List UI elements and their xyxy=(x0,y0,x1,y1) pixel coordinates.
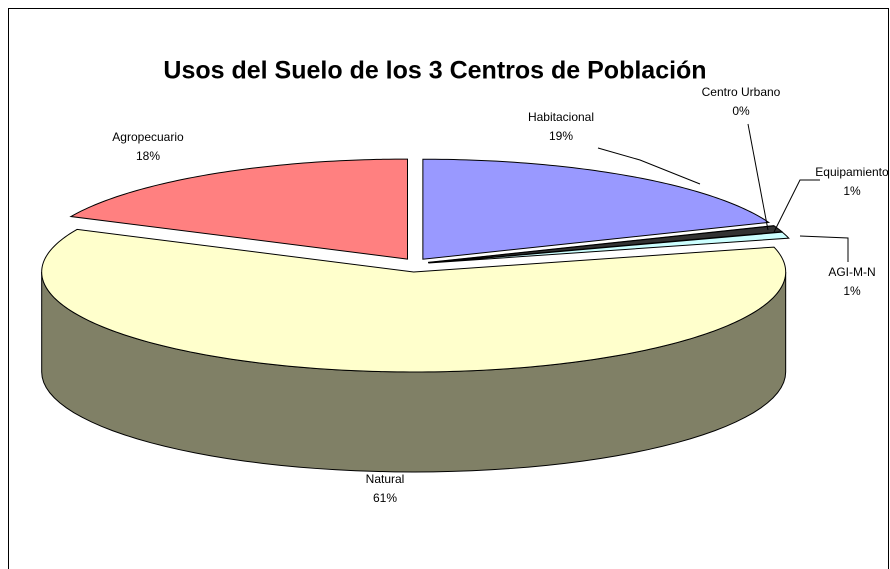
slice-label: Habitacional xyxy=(528,110,594,124)
pie xyxy=(41,158,790,473)
pie-slice xyxy=(428,231,790,264)
leader-line xyxy=(799,235,849,262)
leader-lines xyxy=(597,123,849,262)
slice-value-label: 18% xyxy=(136,149,160,163)
slice-label: Equipamiento xyxy=(815,165,889,179)
slice-value-label: 0% xyxy=(732,104,750,118)
slice-value-label: 61% xyxy=(373,491,397,505)
slice-value-label: 1% xyxy=(843,284,861,298)
slice-value-label: 1% xyxy=(843,184,861,198)
leader-line xyxy=(597,147,701,185)
leader-line xyxy=(773,179,820,233)
slice-label: AGI-M-N xyxy=(828,265,875,279)
slice-value-label: 19% xyxy=(549,129,573,143)
pie-slice xyxy=(41,228,787,373)
chart-title: Usos del Suelo de los 3 Centros de Pobla… xyxy=(163,57,706,85)
slice-label: Agropecuario xyxy=(112,130,184,144)
labels: Habitacional 19% Centro Urbano 0% Equipamien… xyxy=(112,85,889,505)
slice-label: Natural xyxy=(366,472,405,486)
pie-slice xyxy=(422,158,771,260)
leader-line xyxy=(747,123,769,231)
slice-label: Centro Urbano xyxy=(702,85,781,99)
pie-slice xyxy=(69,158,408,260)
